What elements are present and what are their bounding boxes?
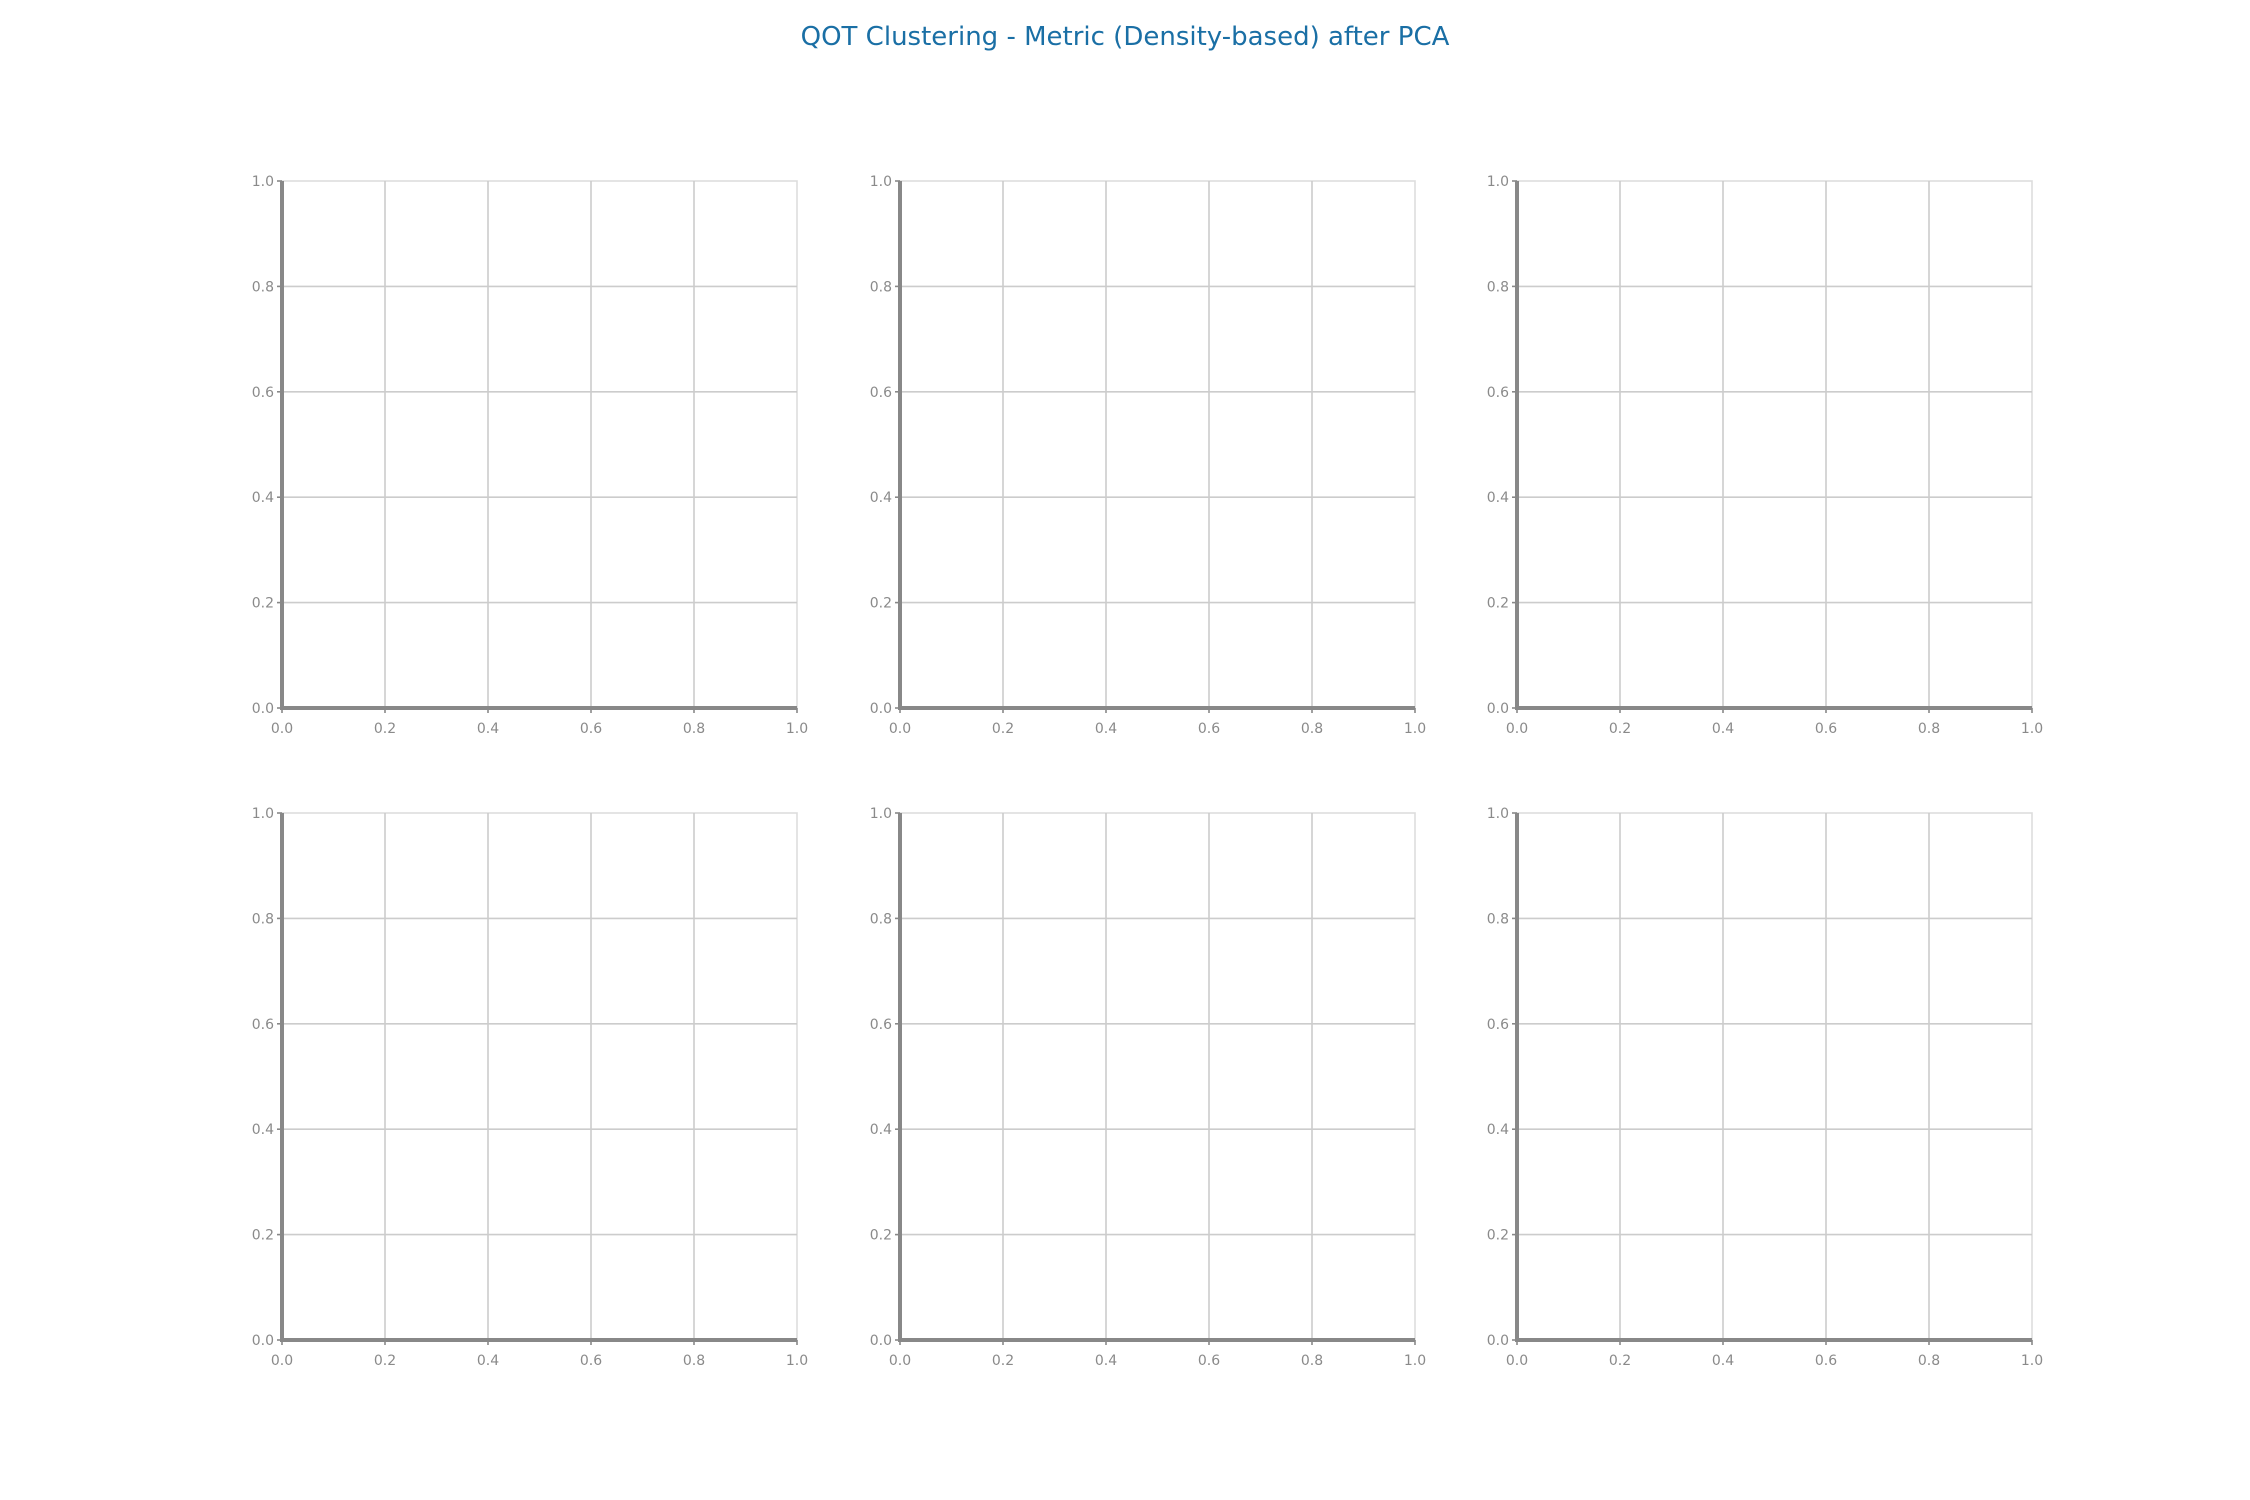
y-tick-label: 1.0 xyxy=(870,174,892,190)
x-tick-label: 0.0 xyxy=(889,1353,911,1369)
y-tick-label: 0.4 xyxy=(870,490,892,506)
x-tick-label: 0.2 xyxy=(1609,721,1631,737)
plot-frame xyxy=(899,180,1416,709)
x-tick-label: 0.0 xyxy=(889,721,911,737)
x-tick-label: 0.8 xyxy=(1918,1353,1940,1369)
y-tick-label: 0.4 xyxy=(252,1122,274,1138)
y-tick-label: 0.8 xyxy=(252,911,274,927)
y-tick-label: 0.0 xyxy=(870,1333,892,1349)
x-tick-label: 0.2 xyxy=(374,1353,396,1369)
x-tick-label: 0.6 xyxy=(580,721,602,737)
x-tick-label: 1.0 xyxy=(1404,721,1426,737)
y-tick-label: 0.6 xyxy=(252,385,274,401)
x-tick-label: 0.4 xyxy=(477,1353,499,1369)
x-tick-label: 0.8 xyxy=(1301,721,1323,737)
y-tick-label: 0.2 xyxy=(252,1228,274,1244)
y-tick-label: 0.0 xyxy=(1487,1333,1509,1349)
x-tick-label: 0.0 xyxy=(271,1353,293,1369)
y-tick-label: 1.0 xyxy=(870,806,892,822)
y-tick-label: 0.0 xyxy=(252,1333,274,1349)
subplot-1: 0.0 0.2 0.4 0.6 0.8 1.0 0.0 0.2 0.4 0.6 0.8 1.0 xyxy=(252,174,808,737)
x-tick-label: 1.0 xyxy=(1404,1353,1426,1369)
y-tick-label: 0.4 xyxy=(252,490,274,506)
x-tick-label: 0.4 xyxy=(1095,721,1117,737)
y-tick-label: 1.0 xyxy=(252,806,274,822)
x-tick-label: 0.2 xyxy=(374,721,396,737)
x-tick-label: 0.4 xyxy=(1712,721,1734,737)
y-tick-label: 0.8 xyxy=(870,911,892,927)
y-tick-label: 0.0 xyxy=(252,701,274,717)
x-tick-label: 1.0 xyxy=(2021,721,2043,737)
x-tick-label: 0.2 xyxy=(992,721,1014,737)
plot-frame xyxy=(1516,180,2033,709)
x-tick-label: 0.4 xyxy=(1712,1353,1734,1369)
x-tick-label: 0.0 xyxy=(1506,1353,1528,1369)
y-tick-label: 0.6 xyxy=(252,1017,274,1033)
y-tick-label: 0.4 xyxy=(870,1122,892,1138)
x-tick-label: 0.6 xyxy=(1815,1353,1837,1369)
subplot-5: 0.0 0.2 0.4 0.6 0.8 1.0 0.0 0.2 0.4 0.6 0.8 1.0 xyxy=(870,806,1426,1369)
y-tick-label: 1.0 xyxy=(1487,806,1509,822)
x-tick-label: 0.2 xyxy=(1609,1353,1631,1369)
y-tick-label: 0.8 xyxy=(1487,911,1509,927)
plot-frame xyxy=(281,180,798,709)
y-tick-label: 0.6 xyxy=(870,385,892,401)
x-tick-label: 0.6 xyxy=(1198,1353,1220,1369)
y-tick-label: 1.0 xyxy=(1487,174,1509,190)
x-tick-label: 0.6 xyxy=(1198,721,1220,737)
y-tick-label: 0.6 xyxy=(1487,385,1509,401)
y-tick-label: 0.8 xyxy=(1487,279,1509,295)
x-tick-label: 0.0 xyxy=(271,721,293,737)
y-tick-label: 1.0 xyxy=(252,174,274,190)
x-tick-label: 1.0 xyxy=(2021,1353,2043,1369)
y-tick-label: 0.8 xyxy=(252,279,274,295)
x-tick-label: 0.2 xyxy=(992,1353,1014,1369)
y-tick-label: 0.2 xyxy=(1487,596,1509,612)
x-tick-label: 0.6 xyxy=(1815,721,1837,737)
y-tick-label: 0.2 xyxy=(870,596,892,612)
x-tick-label: 1.0 xyxy=(786,1353,808,1369)
x-tick-label: 0.6 xyxy=(580,1353,602,1369)
y-tick-label: 0.6 xyxy=(870,1017,892,1033)
plot-frame xyxy=(281,812,798,1341)
x-tick-label: 0.8 xyxy=(683,721,705,737)
y-tick-label: 0.4 xyxy=(1487,1122,1509,1138)
subplot-4: 0.0 0.2 0.4 0.6 0.8 1.0 0.0 0.2 0.4 0.6 0.8 1.0 xyxy=(252,806,808,1369)
x-tick-label: 0.8 xyxy=(683,1353,705,1369)
x-tick-label: 0.8 xyxy=(1301,1353,1323,1369)
subplot-2: 0.0 0.2 0.4 0.6 0.8 1.0 0.0 0.2 0.4 0.6 0.8 1.0 xyxy=(870,174,1426,737)
y-tick-label: 0.2 xyxy=(870,1228,892,1244)
plot-frame xyxy=(899,812,1416,1341)
subplot-3: 0.0 0.2 0.4 0.6 0.8 1.0 0.0 0.2 0.4 0.6 0.8 1.0 xyxy=(1487,174,2043,737)
y-tick-label: 0.0 xyxy=(1487,701,1509,717)
y-tick-label: 0.0 xyxy=(870,701,892,717)
y-tick-label: 0.6 xyxy=(1487,1017,1509,1033)
x-tick-label: 0.4 xyxy=(1095,1353,1117,1369)
x-tick-label: 0.0 xyxy=(1506,721,1528,737)
y-tick-label: 0.2 xyxy=(252,596,274,612)
x-tick-label: 0.8 xyxy=(1918,721,1940,737)
y-tick-label: 0.4 xyxy=(1487,490,1509,506)
subplot-6: 0.0 0.2 0.4 0.6 0.8 1.0 0.0 0.2 0.4 0.6 0.8 1.0 xyxy=(1487,806,2043,1369)
y-tick-label: 0.8 xyxy=(870,279,892,295)
figure-title: QOT Clustering - Metric (Density-based) … xyxy=(800,22,1450,52)
x-tick-label: 0.4 xyxy=(477,721,499,737)
plot-frame xyxy=(1516,812,2033,1341)
x-tick-label: 1.0 xyxy=(786,721,808,737)
y-tick-label: 0.2 xyxy=(1487,1228,1509,1244)
